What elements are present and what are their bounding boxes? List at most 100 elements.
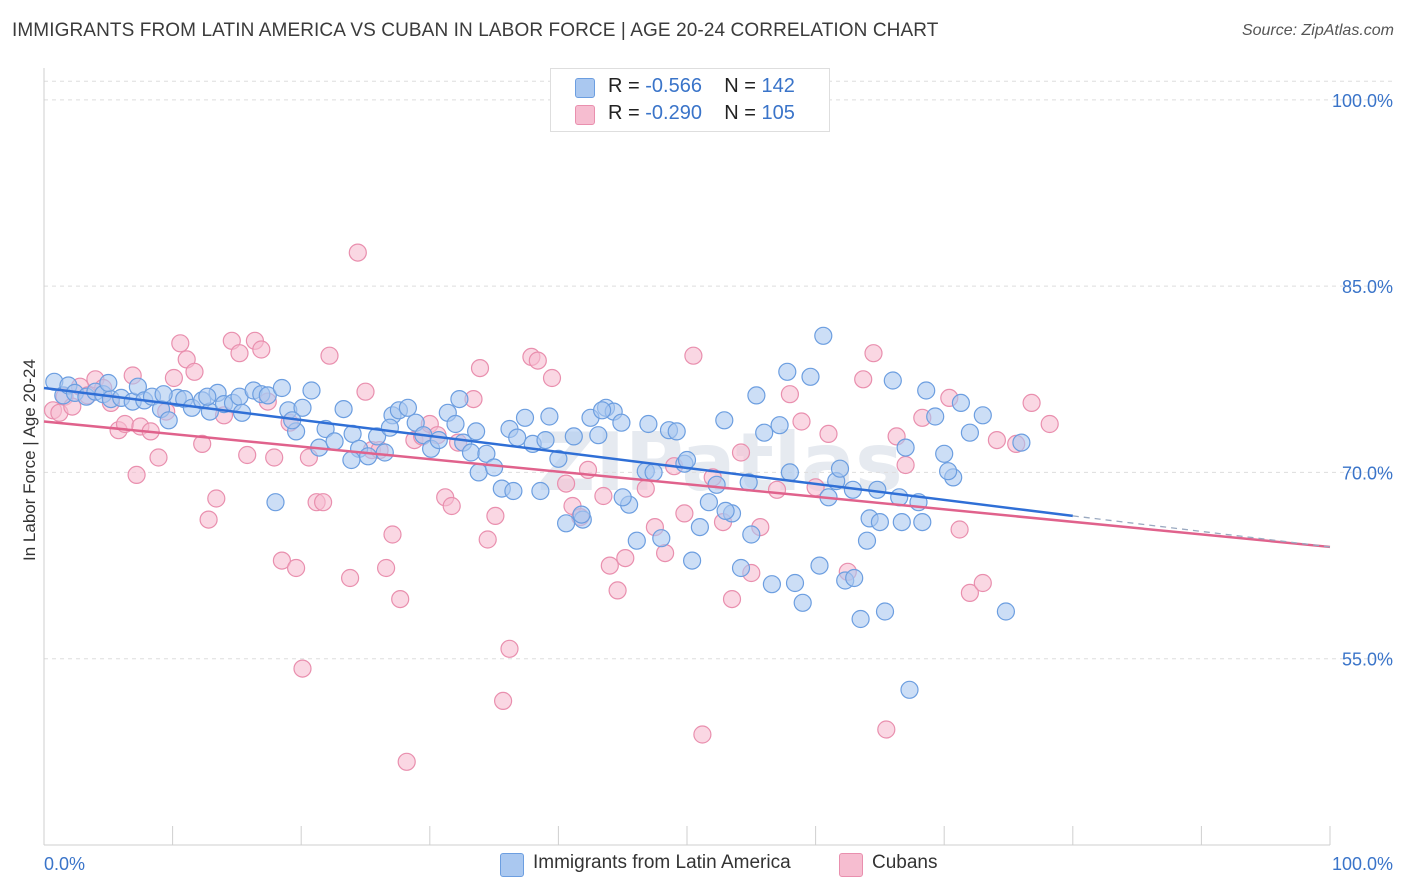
cuban-point bbox=[377, 558, 396, 578]
latin-america-point bbox=[572, 505, 591, 524]
latin-america-point bbox=[293, 398, 312, 417]
correlation-legend: R = -0.566 N = 142 R = -0.290 N = 105 bbox=[550, 68, 830, 132]
latin-america-point bbox=[870, 512, 890, 532]
latin-america-point bbox=[429, 431, 448, 450]
latin-america-point bbox=[549, 449, 568, 468]
latin-america-point bbox=[258, 386, 277, 405]
latin-america-point bbox=[973, 406, 992, 425]
bottom-legend-label: Immigrants from Latin America bbox=[533, 852, 791, 873]
cuban-point bbox=[1040, 414, 1059, 434]
legend-swatch-pink bbox=[575, 105, 595, 125]
latin-america-point bbox=[951, 393, 971, 412]
cuban-point bbox=[287, 558, 306, 578]
cuban-point bbox=[655, 543, 675, 563]
cuban-point bbox=[486, 506, 505, 526]
latin-america-point bbox=[851, 609, 870, 629]
cuban-point bbox=[780, 385, 800, 404]
latin-america-point bbox=[875, 602, 895, 621]
cuban-point bbox=[391, 589, 410, 609]
latin-america-point bbox=[778, 362, 797, 381]
latin-america-point bbox=[716, 501, 735, 520]
cuban-point bbox=[864, 344, 883, 363]
bottom-legend-swatch-blue bbox=[500, 853, 524, 877]
cuban-point bbox=[185, 362, 204, 381]
latin-america-point bbox=[469, 463, 488, 482]
x-tick-label: 100.0% bbox=[1332, 854, 1393, 874]
cuban-point bbox=[896, 455, 915, 475]
cuban-point bbox=[164, 368, 183, 388]
cuban-point bbox=[293, 659, 312, 678]
latin-america-point bbox=[639, 414, 658, 434]
cuban-trend-line bbox=[43, 420, 1331, 549]
latin-america-point bbox=[900, 680, 919, 699]
cuban-point bbox=[731, 443, 751, 462]
latin-america-point bbox=[938, 462, 958, 481]
cuban-point bbox=[478, 530, 497, 549]
cuban-point bbox=[722, 589, 742, 609]
cuban-point bbox=[600, 556, 619, 575]
latin-america-point bbox=[747, 386, 766, 405]
latin-america-point bbox=[368, 427, 387, 446]
latin-america-point bbox=[612, 413, 631, 432]
latin-america-point bbox=[644, 463, 663, 482]
cuban-point bbox=[950, 520, 969, 539]
latin-america-point bbox=[461, 443, 481, 462]
latin-america-point bbox=[830, 459, 850, 478]
cuban-point bbox=[314, 493, 333, 512]
latin-america-point bbox=[896, 438, 915, 457]
latin-america-point bbox=[883, 371, 902, 390]
cuban-point bbox=[230, 344, 249, 363]
latin-america-point bbox=[375, 443, 394, 462]
latin-america-point bbox=[935, 444, 954, 463]
latin-america-point bbox=[715, 411, 734, 430]
cuban-point bbox=[470, 359, 490, 378]
latin-america-point bbox=[917, 381, 936, 400]
latin-america-point bbox=[755, 423, 774, 442]
latin-america-point bbox=[536, 431, 555, 450]
legend-r-value: -0.566 bbox=[645, 75, 702, 97]
latin-america-point bbox=[504, 481, 523, 501]
legend-r-label: R = bbox=[608, 102, 640, 124]
latin-america-point bbox=[446, 414, 465, 434]
cuban-point bbox=[356, 382, 375, 401]
latin-america-point bbox=[960, 423, 980, 442]
legend-r-label: R = bbox=[608, 75, 640, 97]
y-tick-label: 85.0% bbox=[1342, 277, 1393, 297]
latin-america-point bbox=[589, 426, 608, 445]
latin-america-point bbox=[996, 602, 1016, 621]
latin-america-point bbox=[667, 422, 686, 441]
cuban-point bbox=[127, 465, 146, 484]
cuban-point bbox=[594, 486, 613, 506]
chart-title: IMMIGRANTS FROM LATIN AMERICA VS CUBAN I… bbox=[12, 20, 939, 41]
cuban-point bbox=[556, 474, 576, 493]
latin-america-point bbox=[892, 512, 911, 532]
latin-america-point bbox=[515, 408, 535, 427]
legend-n-value: 105 bbox=[761, 102, 795, 124]
cuban-point bbox=[193, 434, 212, 453]
x-tick-label: 0.0% bbox=[44, 854, 85, 874]
cuban-point bbox=[616, 548, 635, 568]
latin-america-point bbox=[398, 398, 417, 417]
latin-america-point bbox=[564, 427, 583, 446]
cuban-point bbox=[1022, 393, 1041, 412]
cuban-point bbox=[171, 334, 190, 353]
cuban-point bbox=[252, 340, 271, 359]
latin-america-point bbox=[627, 531, 646, 550]
latin-america-point bbox=[450, 390, 469, 409]
legend-n-value: 142 bbox=[761, 75, 795, 97]
latin-america-point bbox=[682, 551, 702, 570]
bottom-legend-label: Cubans bbox=[872, 852, 938, 873]
latin-america-point bbox=[690, 517, 710, 537]
latin-america-point bbox=[742, 525, 761, 544]
cuban-point bbox=[238, 445, 257, 465]
latin-america-point bbox=[857, 531, 877, 550]
cuban-point bbox=[341, 568, 360, 588]
latin-america-point bbox=[699, 493, 719, 512]
cuban-point bbox=[987, 431, 1007, 450]
latin-america-point bbox=[508, 428, 527, 447]
cuban-point bbox=[608, 581, 627, 600]
cuban-point bbox=[960, 583, 980, 603]
latin-america-point bbox=[325, 432, 344, 451]
cuban-point bbox=[675, 504, 694, 523]
latin-america-point bbox=[540, 407, 559, 426]
